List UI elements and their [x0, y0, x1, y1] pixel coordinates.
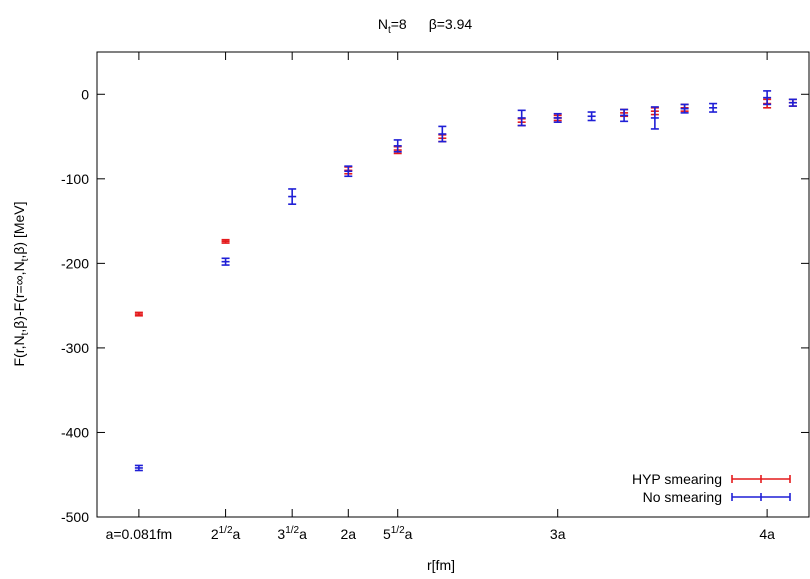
- legend: HYP smearing No smearing: [632, 471, 791, 505]
- y-tick-label: -500: [61, 509, 89, 525]
- x-tick-label: 2a: [341, 526, 357, 542]
- data-point: [680, 103, 689, 114]
- data-point: [553, 112, 562, 123]
- data-point: [763, 90, 772, 106]
- data-point: [650, 106, 659, 130]
- x-tick-label: 21/2a: [211, 525, 241, 542]
- y-tick-label: -300: [61, 340, 89, 356]
- data-point: [134, 311, 143, 317]
- data-point: [517, 109, 526, 127]
- data-point: [344, 165, 353, 178]
- legend-label-hyp: HYP smearing: [632, 471, 722, 487]
- data-point: [620, 108, 629, 123]
- x-axis-label: r[fm]: [427, 557, 455, 573]
- series-hyp-smearing: [134, 98, 797, 317]
- data-series: [134, 90, 797, 472]
- chart-title: Nt=8 β=3.94: [378, 16, 473, 36]
- data-point: [587, 111, 596, 122]
- data-point: [288, 188, 297, 205]
- data-point: [438, 125, 447, 143]
- x-tick-label: 3a: [550, 526, 566, 542]
- data-point: [393, 139, 402, 153]
- data-point: [221, 238, 230, 244]
- data-point: [788, 98, 797, 107]
- y-axis-label: F(r,Nt,β)-F(r=∞,Nt,β) [MeV]: [11, 201, 31, 366]
- legend-label-nosmear: No smearing: [643, 489, 722, 505]
- x-axis-ticks: a=0.081fm 21/2a 31/2a 2a 51/2a 3a 4a: [106, 52, 775, 542]
- y-tick-label: -200: [61, 255, 89, 271]
- y-tick-label: 0: [81, 86, 89, 102]
- legend-marker: [731, 475, 791, 483]
- x-tick-label: a=0.081fm: [106, 526, 173, 542]
- series-no-smearing: [134, 90, 797, 472]
- y-axis-ticks: 0 -100 -200 -300 -400 -500: [61, 86, 809, 525]
- x-tick-label: 51/2a: [383, 525, 413, 542]
- plot-frame: [96, 51, 810, 518]
- legend-sample-nosmear: [731, 493, 791, 501]
- legend-sample-hyp: [731, 475, 791, 483]
- x-tick-label: 4a: [759, 526, 775, 542]
- data-point: [134, 464, 143, 472]
- x-tick-label: 31/2a: [277, 525, 307, 542]
- y-tick-label: -100: [61, 171, 89, 187]
- legend-marker: [731, 493, 791, 501]
- data-point: [221, 257, 230, 266]
- data-point: [709, 102, 718, 113]
- y-tick-label: -400: [61, 424, 89, 440]
